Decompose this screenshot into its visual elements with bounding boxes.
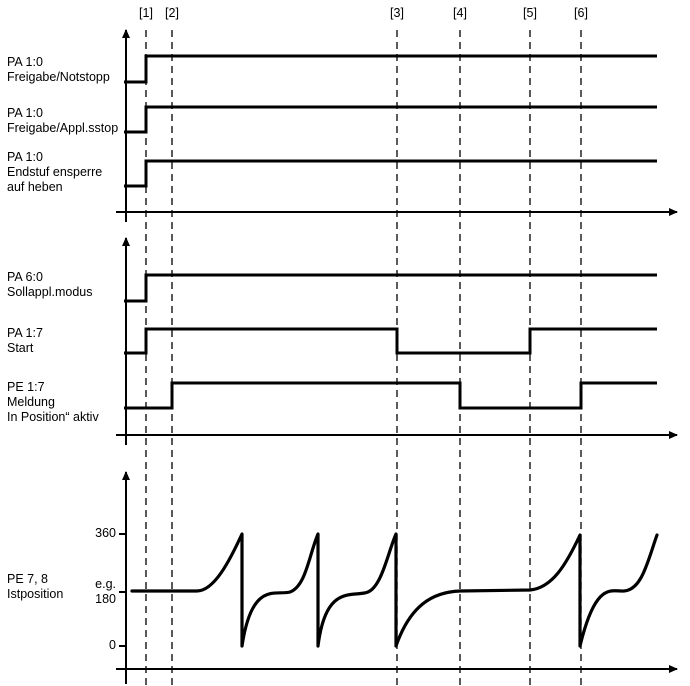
signal-id: PA 1:0 — [7, 106, 43, 120]
trace-in-position — [124, 381, 657, 410]
trace-freigabe-notstopp — [124, 54, 657, 84]
marker-label-4: [4] — [453, 6, 467, 20]
signal-label-istposition: PE 7, 8 Istposition — [7, 572, 63, 602]
signal-desc: Freigabe/Appl.sstop — [7, 121, 119, 135]
signal-label-start: PA 1:7 Start — [7, 326, 43, 356]
trace-freigabe-applsstop — [124, 105, 657, 134]
signal-label-freigabe-notstopp: PA 1:0 Freigabe/Notstopp — [7, 55, 110, 85]
signal-desc: Istposition — [7, 587, 64, 601]
signal-id: PA 1:7 — [7, 326, 43, 340]
signal-desc: Meldung — [7, 395, 55, 409]
marker-label-1: [1] — [139, 6, 153, 20]
signal-desc-2: In Position“ aktiv — [7, 410, 99, 424]
marker-label-2: [2] — [165, 6, 179, 20]
marker-label-6: [6] — [574, 6, 588, 20]
signal-desc: Start — [7, 341, 34, 355]
signal-id: PE 1:7 — [7, 380, 45, 394]
signal-desc: Sollappl.modus — [7, 285, 93, 299]
marker-label-3: [3] — [390, 6, 404, 20]
trace-endstufensperre — [124, 159, 657, 188]
trace-istposition — [130, 532, 659, 648]
signal-id: PA 1:0 — [7, 150, 43, 164]
signal-desc-2: auf heben — [7, 180, 63, 194]
trace-sollapplmodus — [124, 273, 657, 303]
signal-id: PA 6:0 — [7, 270, 43, 284]
signal-traces — [124, 54, 657, 410]
signal-label-sollapplmodus: PA 6:0 Sollappl.modus — [7, 270, 92, 300]
tick-label-360: 360 — [95, 526, 116, 540]
tick-label-180: 180 — [95, 592, 116, 606]
tick-label-0: 0 — [109, 638, 116, 652]
tick-label-eg: e.g. — [95, 577, 116, 591]
trace-start — [124, 327, 657, 355]
axes — [116, 29, 678, 684]
signal-id: PE 7, 8 — [7, 572, 48, 586]
signal-desc: Freigabe/Notstopp — [7, 70, 110, 84]
signal-label-in-position: PE 1:7 Meldung In Position“ aktiv — [7, 380, 99, 425]
marker-lines — [145, 30, 582, 686]
signal-label-endstufensperre: PA 1:0 Endstuf ensperre auf heben — [7, 150, 102, 195]
marker-label-5: [5] — [523, 6, 537, 20]
signal-id: PA 1:0 — [7, 55, 43, 69]
signal-label-freigabe-applsstop: PA 1:0 Freigabe/Appl.sstop — [7, 106, 118, 136]
signal-desc: Endstuf ensperre — [7, 165, 103, 179]
